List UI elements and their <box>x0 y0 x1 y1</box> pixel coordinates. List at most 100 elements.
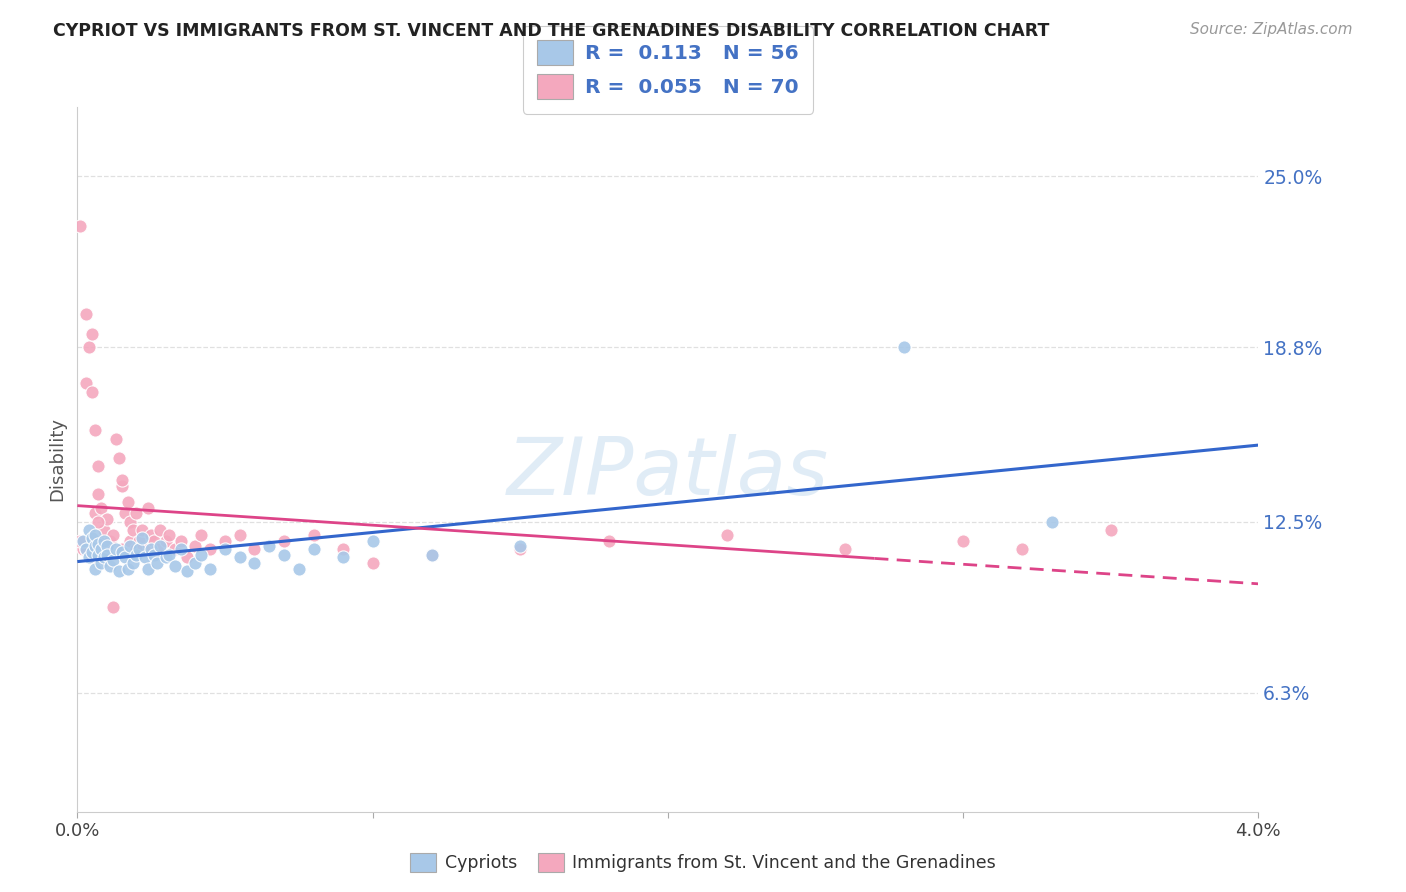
Point <box>72 542 94 557</box>
Point <box>141 542 163 557</box>
Point <box>128 542 150 557</box>
Point <box>84 528 107 542</box>
Point <box>107 564 129 578</box>
Point <box>149 523 172 537</box>
Point <box>420 548 443 562</box>
Point <box>93 533 115 548</box>
Point <box>72 533 94 548</box>
Text: ZIPatlas: ZIPatlas <box>506 434 830 513</box>
Point <box>1099 523 1122 537</box>
Point <box>120 533 142 548</box>
Y-axis label: Disability: Disability <box>48 417 66 501</box>
Point <box>98 558 121 573</box>
Point <box>117 495 139 509</box>
Point <box>77 523 100 537</box>
Point <box>273 548 295 562</box>
Point <box>69 219 91 233</box>
Point <box>120 540 142 554</box>
Point <box>96 548 118 562</box>
Point <box>952 533 974 548</box>
Point <box>190 528 212 542</box>
Point <box>141 528 163 542</box>
Point <box>716 528 738 542</box>
Point <box>96 540 118 554</box>
Point <box>101 528 124 542</box>
Point <box>82 533 104 548</box>
Point <box>87 548 110 562</box>
Point <box>149 540 172 554</box>
Point <box>134 550 156 565</box>
Point <box>93 523 115 537</box>
Point <box>82 384 104 399</box>
Point <box>131 531 153 545</box>
Point <box>101 553 124 567</box>
Point <box>90 542 112 557</box>
Point <box>509 542 531 557</box>
Point <box>75 307 97 321</box>
Point <box>114 550 136 565</box>
Text: Source: ZipAtlas.com: Source: ZipAtlas.com <box>1189 22 1353 37</box>
Point <box>176 564 198 578</box>
Point <box>87 487 110 501</box>
Point <box>332 550 354 565</box>
Point <box>128 533 150 548</box>
Point <box>157 548 180 562</box>
Point <box>90 550 112 565</box>
Point <box>361 556 384 570</box>
Point <box>420 548 443 562</box>
Point <box>893 341 915 355</box>
Point <box>273 533 295 548</box>
Point <box>184 540 207 554</box>
Point <box>146 556 169 570</box>
Point <box>200 561 222 575</box>
Point <box>111 545 132 559</box>
Point <box>82 326 104 341</box>
Point <box>155 533 177 548</box>
Point <box>120 515 142 529</box>
Text: CYPRIOT VS IMMIGRANTS FROM ST. VINCENT AND THE GRENADINES DISABILITY CORRELATION: CYPRIOT VS IMMIGRANTS FROM ST. VINCENT A… <box>53 22 1050 40</box>
Point <box>1040 515 1063 529</box>
Point <box>111 542 132 557</box>
Point <box>155 550 177 565</box>
Point <box>169 533 191 548</box>
Point <box>214 533 236 548</box>
Point <box>169 542 191 557</box>
Point <box>77 550 100 565</box>
Point <box>134 542 156 557</box>
Point <box>214 542 236 557</box>
Point <box>125 506 148 520</box>
Point <box>122 523 145 537</box>
Point <box>84 423 107 437</box>
Point <box>111 473 132 487</box>
Point <box>75 542 97 557</box>
Point <box>90 500 112 515</box>
Point <box>84 506 107 520</box>
Point <box>93 542 115 557</box>
Point <box>146 542 169 557</box>
Point <box>75 376 97 391</box>
Point <box>288 561 311 575</box>
Point <box>87 536 110 550</box>
Legend: Cypriots, Immigrants from St. Vincent and the Grenadines: Cypriots, Immigrants from St. Vincent an… <box>404 846 1002 879</box>
Point <box>125 548 148 562</box>
Point <box>228 550 252 565</box>
Point <box>190 548 212 562</box>
Point <box>163 558 186 573</box>
Point <box>104 432 127 446</box>
Point <box>93 542 115 557</box>
Point <box>122 556 145 570</box>
Point <box>101 600 124 615</box>
Point <box>200 542 222 557</box>
Point <box>104 542 127 557</box>
Point <box>509 540 531 554</box>
Point <box>163 542 186 557</box>
Point <box>143 533 166 548</box>
Point <box>184 556 207 570</box>
Point <box>96 512 118 526</box>
Point <box>125 542 148 557</box>
Point <box>143 548 166 562</box>
Point <box>114 506 136 520</box>
Point <box>834 542 856 557</box>
Point <box>77 341 100 355</box>
Point <box>157 528 180 542</box>
